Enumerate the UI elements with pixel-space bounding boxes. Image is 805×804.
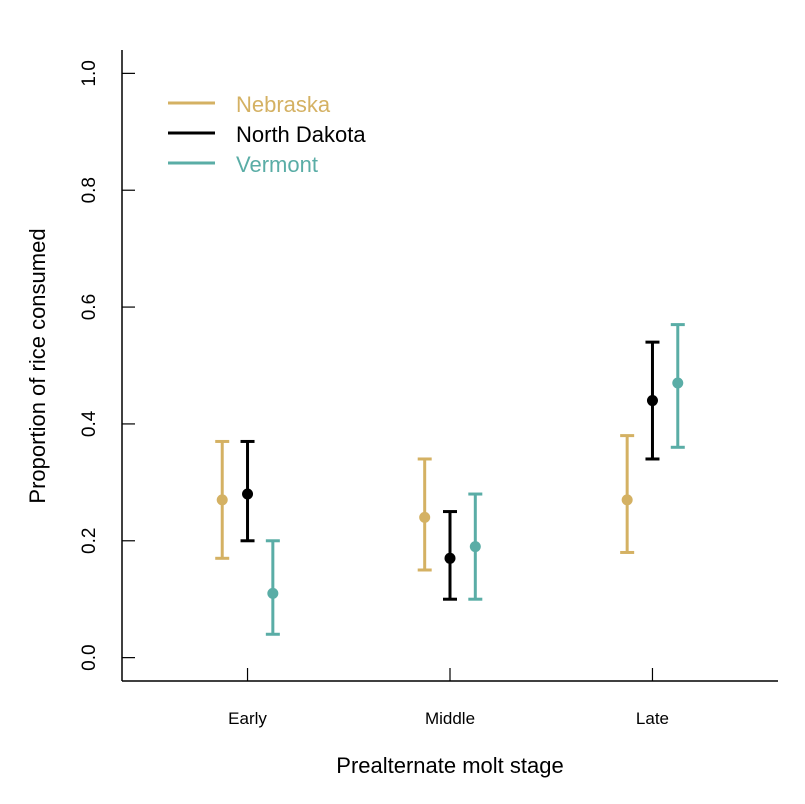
x-tick-label: Middle [425,709,475,728]
series-vermont [265,323,685,636]
data-point [267,587,279,599]
x-tick-label: Late [636,709,669,728]
legend-item: North Dakota [168,122,366,147]
axes: 0.0 0.2 0.4 0.6 0.8 1.0 Early Middle Late [79,50,778,728]
data-point [444,552,456,564]
y-tick-label: 0.8 [79,177,100,203]
data-marks [215,323,685,636]
data-point [646,395,658,407]
legend-item: Vermont [168,152,318,177]
data-point [242,488,254,500]
data-point [672,377,684,389]
legend-item: Nebraska [168,92,331,117]
data-point [216,494,228,506]
legend-label: Vermont [236,152,318,177]
legend-label: North Dakota [236,122,366,147]
data-point [621,494,633,506]
y-tick-label: 0.6 [79,294,100,320]
y-axis-label: Proportion of rice consumed [25,228,50,503]
x-axis-label: Prealternate molt stage [336,753,563,778]
data-point [469,541,481,553]
y-tick-label: 0.4 [79,410,100,437]
series-nebraska [215,434,635,572]
series-north-dakota [240,340,660,601]
data-point [419,511,431,523]
legend: Nebraska North Dakota Vermont [168,92,366,177]
y-tick-label: 0.2 [79,528,100,554]
y-tick-label: 0.0 [79,644,100,670]
x-tick-label: Early [228,709,267,728]
y-tick-label: 1.0 [79,60,100,86]
legend-label: Nebraska [236,92,331,117]
